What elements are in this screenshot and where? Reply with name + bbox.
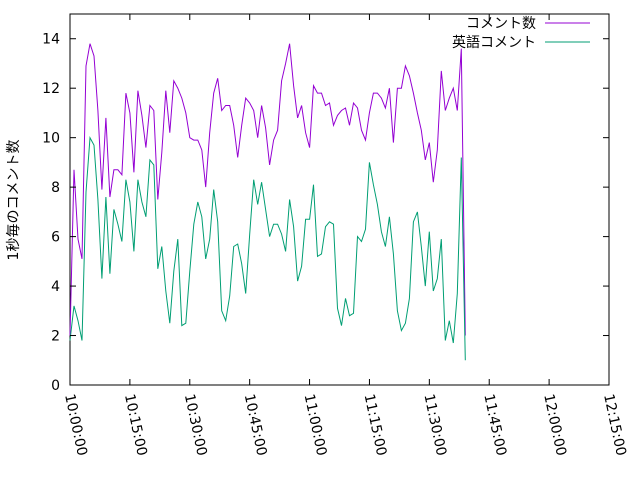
y-tick-label: 4 bbox=[51, 279, 60, 295]
y-tick-label: 2 bbox=[51, 329, 60, 345]
y-tick-label: 0 bbox=[51, 378, 60, 394]
x-tick-label: 10:45:00 bbox=[241, 393, 270, 458]
plot-frame bbox=[69, 13, 610, 386]
x-tick-label: 10:00:00 bbox=[61, 393, 90, 458]
x-tick-label: 10:30:00 bbox=[181, 393, 210, 458]
x-tick-label: 10:15:00 bbox=[121, 393, 150, 458]
x-tick-label: 11:45:00 bbox=[480, 393, 509, 458]
y-tick-label: 10 bbox=[42, 131, 60, 147]
legend-label: コメント数 bbox=[466, 16, 536, 32]
x-tick-label: 11:15:00 bbox=[361, 393, 390, 458]
x-tick-label: 11:30:00 bbox=[420, 393, 449, 458]
y-axis-label: 1秒毎のコメント数 bbox=[6, 140, 22, 261]
y-tick-label: 8 bbox=[51, 180, 60, 196]
x-tick-label: 12:00:00 bbox=[540, 393, 569, 458]
x-tick-label: 11:00:00 bbox=[301, 393, 330, 458]
series-line-2 bbox=[69, 135, 466, 361]
legend-label: 英語コメント bbox=[452, 34, 536, 51]
y-tick-label: 12 bbox=[42, 81, 60, 97]
y-tick-label: 14 bbox=[42, 32, 60, 48]
series-line-1 bbox=[69, 43, 466, 336]
x-tick-label: 12:15:00 bbox=[600, 393, 629, 458]
y-tick-label: 6 bbox=[51, 230, 60, 246]
